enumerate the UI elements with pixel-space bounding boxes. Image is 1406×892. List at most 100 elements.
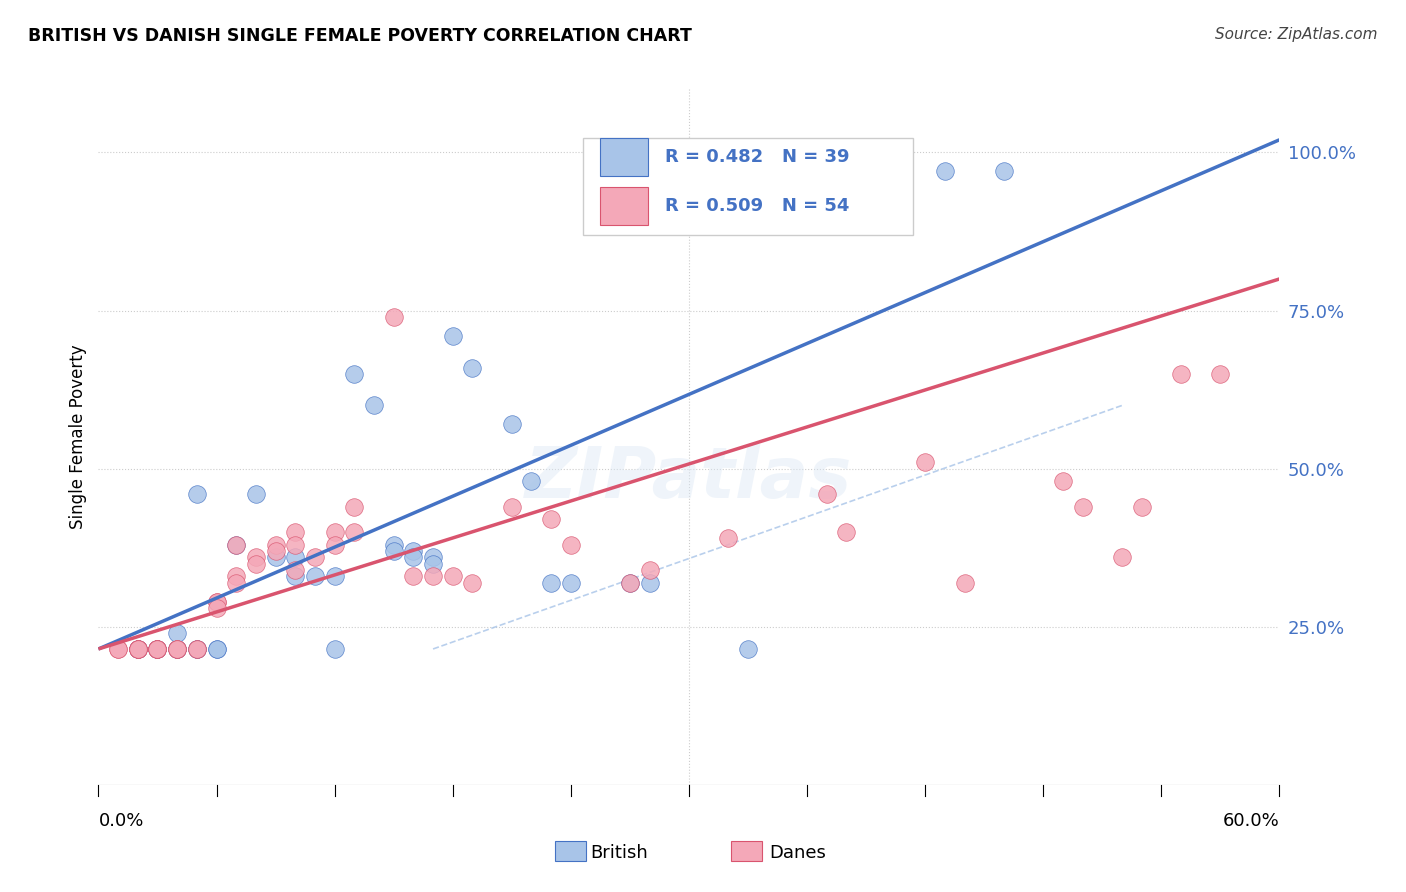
Point <box>186 642 208 657</box>
Point <box>186 642 208 657</box>
Point <box>323 569 346 583</box>
Point <box>127 642 149 657</box>
Point <box>146 642 169 657</box>
Point <box>127 642 149 657</box>
Point <box>993 164 1015 178</box>
Bar <box>600 186 648 225</box>
Point <box>717 531 740 545</box>
Point <box>284 563 307 577</box>
Point <box>737 642 759 657</box>
Point <box>107 642 129 657</box>
Point <box>520 475 543 489</box>
Y-axis label: Single Female Poverty: Single Female Poverty <box>69 345 87 529</box>
Text: Danes: Danes <box>769 844 825 862</box>
Point <box>166 642 188 657</box>
Text: 60.0%: 60.0% <box>1223 812 1279 830</box>
Point <box>402 544 425 558</box>
Point <box>284 538 307 552</box>
Point <box>166 626 188 640</box>
Point <box>146 642 169 657</box>
Point <box>146 642 169 657</box>
Point <box>382 544 405 558</box>
Point <box>225 538 247 552</box>
Point <box>343 367 366 381</box>
Point <box>225 575 247 590</box>
Point <box>560 575 582 590</box>
Point <box>835 524 858 539</box>
Point <box>461 575 484 590</box>
Point <box>166 642 188 657</box>
Point <box>245 487 267 501</box>
Point <box>402 569 425 583</box>
Point <box>343 500 366 514</box>
Point <box>422 550 444 565</box>
Point <box>127 642 149 657</box>
Point <box>264 544 287 558</box>
FancyBboxPatch shape <box>582 138 914 235</box>
Point <box>264 550 287 565</box>
Point <box>245 550 267 565</box>
Text: R = 0.482   N = 39: R = 0.482 N = 39 <box>665 148 849 166</box>
Point <box>166 642 188 657</box>
Text: Source: ZipAtlas.com: Source: ZipAtlas.com <box>1215 27 1378 42</box>
Point <box>914 455 936 469</box>
Point <box>422 557 444 571</box>
Point <box>284 569 307 583</box>
Point <box>264 538 287 552</box>
Point <box>540 575 562 590</box>
Point <box>461 360 484 375</box>
Point <box>540 512 562 526</box>
Point <box>205 594 228 608</box>
Point <box>146 642 169 657</box>
Text: 0.0%: 0.0% <box>98 812 143 830</box>
Point <box>323 538 346 552</box>
Point <box>1170 367 1192 381</box>
Point <box>304 569 326 583</box>
Point <box>127 642 149 657</box>
Point <box>402 550 425 565</box>
Point <box>441 569 464 583</box>
Point <box>245 557 267 571</box>
Point <box>107 642 129 657</box>
Point <box>127 642 149 657</box>
Point <box>934 164 956 178</box>
Point <box>225 569 247 583</box>
Point <box>501 500 523 514</box>
Point <box>146 642 169 657</box>
Point <box>1111 550 1133 565</box>
Point <box>1052 475 1074 489</box>
Point <box>166 642 188 657</box>
Text: British: British <box>591 844 648 862</box>
Point <box>284 524 307 539</box>
Point <box>225 538 247 552</box>
Point <box>127 642 149 657</box>
Point <box>815 487 838 501</box>
Point <box>638 563 661 577</box>
Point <box>323 524 346 539</box>
Point <box>186 487 208 501</box>
Point <box>304 550 326 565</box>
Point <box>382 538 405 552</box>
Point <box>146 642 169 657</box>
Bar <box>600 138 648 177</box>
Point <box>363 399 385 413</box>
Point <box>343 524 366 539</box>
Point <box>1209 367 1232 381</box>
Point <box>205 594 228 608</box>
Point <box>382 310 405 324</box>
Point <box>166 642 188 657</box>
Point <box>638 575 661 590</box>
Text: BRITISH VS DANISH SINGLE FEMALE POVERTY CORRELATION CHART: BRITISH VS DANISH SINGLE FEMALE POVERTY … <box>28 27 692 45</box>
Point <box>186 642 208 657</box>
Point <box>186 642 208 657</box>
Point <box>619 575 641 590</box>
Text: ZIPatlas: ZIPatlas <box>526 444 852 513</box>
Point <box>1130 500 1153 514</box>
Text: R = 0.509   N = 54: R = 0.509 N = 54 <box>665 197 849 215</box>
Point <box>501 417 523 432</box>
Point <box>205 642 228 657</box>
Point <box>619 575 641 590</box>
Point <box>560 538 582 552</box>
Point <box>284 550 307 565</box>
Point <box>1071 500 1094 514</box>
